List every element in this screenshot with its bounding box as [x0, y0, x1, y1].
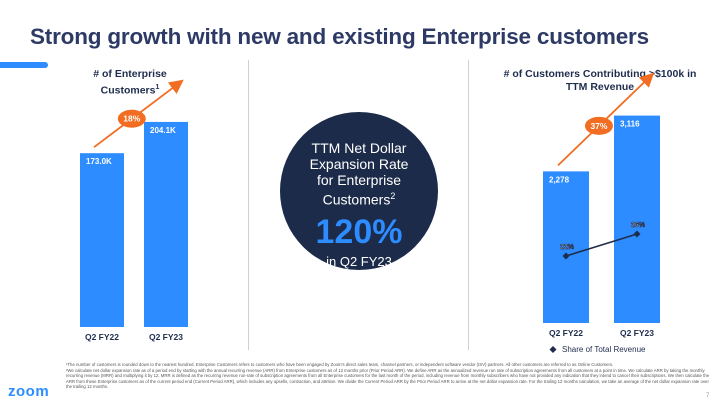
- left-category-label-2: Q2 FY23: [149, 332, 183, 342]
- ndr-circle: [280, 112, 438, 270]
- ndr-line3: for Enterprise: [316, 172, 402, 188]
- right-share-label-2: 26%: [631, 222, 646, 229]
- left-category-label-1: Q2 FY22: [85, 332, 119, 342]
- left-bar-value-label-1: 173.0K: [86, 157, 112, 166]
- divider-right: [468, 60, 469, 350]
- left-growth-badge: [117, 109, 146, 128]
- left-growth-label: 18%: [123, 114, 140, 124]
- right-share-point-2: [633, 230, 641, 238]
- page-title: Strong growth with new and existing Ente…: [30, 24, 649, 49]
- left-chart-title-sup: 1: [155, 84, 160, 91]
- left-bar-2: [144, 121, 188, 327]
- ndr-sub: in Q2 FY23: [326, 254, 392, 269]
- ndr-circle-text: TTM Net Dollar Expansion Rate for Enterp…: [280, 140, 438, 208]
- left-bar-1: [80, 153, 124, 327]
- left-chart-title-line1: # of Enterprise: [93, 68, 167, 80]
- right-category-label-2: Q2 FY23: [620, 328, 654, 338]
- right-growth-badge: [584, 116, 613, 135]
- ndr-line4: Customers: [322, 191, 391, 208]
- left-chart-title: # of Enterprise Customers1: [50, 68, 210, 98]
- right-legend-marker: [549, 346, 557, 353]
- right-category-label-1: Q2 FY22: [549, 328, 583, 338]
- right-share-label-1: 22%: [560, 244, 575, 251]
- right-legend-label: Share of Total Revenue: [562, 345, 646, 354]
- right-bar-value-label-1: 2,278: [549, 175, 570, 184]
- left-chart-title-line2: Customers: [100, 84, 156, 97]
- footnote-1: ¹The number of customers is rounded down…: [66, 362, 614, 367]
- right-bar-2: [614, 115, 660, 323]
- ndr-line1: TTM Net Dollar: [311, 140, 407, 156]
- right-bar-chart: 2,278 Q2 FY22 3,116 Q2 FY23 37% 22% 26% Share o…: [543, 72, 660, 354]
- footnotes: ¹The number of customers is rounded down…: [66, 362, 711, 390]
- right-share-line: [565, 233, 638, 257]
- ndr-line2: Expansion Rate: [309, 156, 409, 172]
- right-chart-title-line2: TTM Revenue: [565, 81, 635, 93]
- accent-bar: [0, 62, 48, 68]
- right-bar-value-label-2: 3,116: [620, 120, 640, 129]
- divider-left: [248, 60, 249, 350]
- right-growth-label: 37%: [590, 121, 607, 131]
- ndr-value: 120%: [315, 213, 403, 251]
- zoom-logo: zoom: [8, 383, 50, 400]
- right-share-point-1: [562, 252, 570, 260]
- right-bar-1: [543, 171, 589, 323]
- left-bar-value-label-2: 204.1K: [150, 126, 176, 135]
- footnote-2: ²We calculate net dollar expansion rate …: [66, 367, 710, 390]
- ndr-line4-sup: 2: [390, 191, 396, 201]
- left-bar-chart: 173.0K Q2 FY22 204.1K Q2 FY23 18%: [80, 79, 188, 342]
- page-number: 7: [706, 393, 710, 399]
